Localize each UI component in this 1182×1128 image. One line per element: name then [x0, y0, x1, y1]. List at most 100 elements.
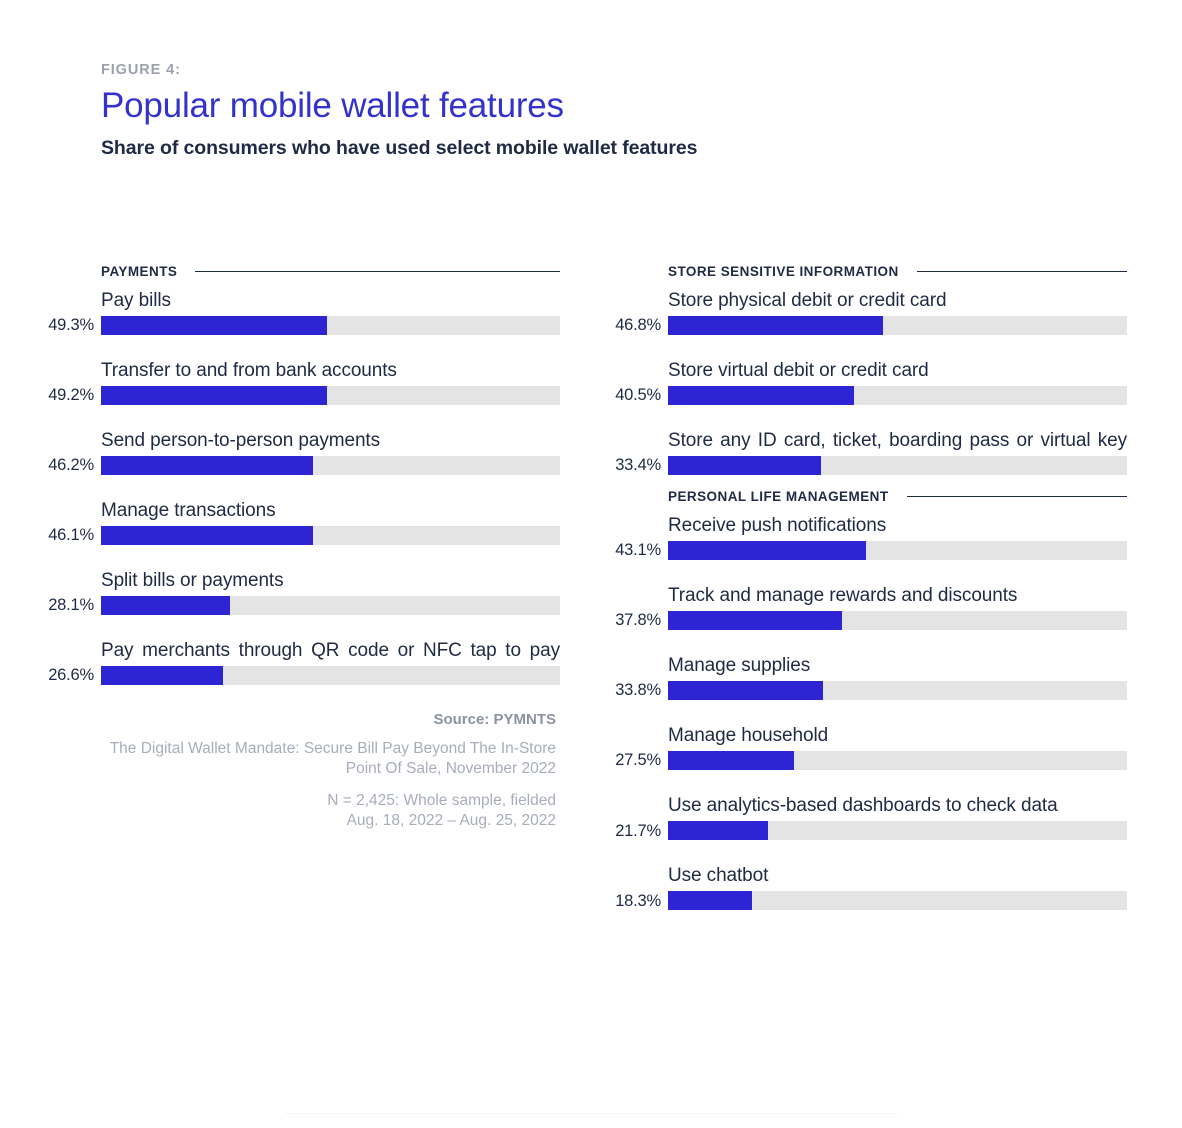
- bar-label: Store any ID card, ticket, boarding pass…: [668, 430, 1127, 452]
- bar-track: [101, 316, 560, 336]
- bar-line: 18.3%: [603, 891, 1127, 911]
- bar-fill: [668, 751, 795, 771]
- section-header-label: PAYMENTS: [101, 263, 178, 279]
- bar-line: 46.8%: [603, 316, 1127, 336]
- bar-row: Manage transactions 46.1%: [36, 500, 560, 546]
- bar-fill: [668, 541, 866, 561]
- bar-label: Transfer to and from bank accounts: [101, 360, 397, 382]
- bar-line: 46.2%: [36, 456, 560, 476]
- bar-row: Transfer to and from bank accounts 49.2%: [36, 360, 560, 406]
- bar-value-label: 49.3%: [48, 316, 94, 335]
- bar-label: Track and manage rewards and discounts: [668, 585, 1018, 607]
- bar-track: [668, 456, 1127, 476]
- bar-fill: [668, 456, 822, 476]
- bar-fill: [101, 666, 224, 686]
- bar-track: [668, 821, 1127, 841]
- bar-fill: [668, 316, 883, 336]
- bar-track: [101, 596, 560, 616]
- bar-label: Store virtual debit or credit card: [668, 360, 929, 382]
- footer-divider: [285, 1113, 897, 1114]
- section-header-rule: [906, 495, 1127, 497]
- bar-row: Use analytics-based dashboards to check …: [603, 795, 1127, 841]
- bar-fill: [668, 386, 854, 406]
- bar-value-label: 46.1%: [48, 526, 94, 545]
- bar-label: Use chatbot: [668, 865, 769, 887]
- bar-row: Track and manage rewards and discounts 37…: [603, 585, 1127, 631]
- bar-label: Pay merchants through QR code or NFC tap…: [101, 640, 560, 662]
- bar-line: 26.6%: [36, 666, 560, 686]
- source-sample-line-2: Aug. 18, 2022 – Aug. 25, 2022: [346, 812, 556, 830]
- figure-kicker: FIGURE 4:: [101, 62, 181, 78]
- bar-label: Store physical debit or credit card: [668, 290, 947, 311]
- bar-row: Split bills or payments 28.1%: [36, 570, 560, 616]
- bar-row: Manage supplies 33.8%: [603, 655, 1127, 701]
- bar-label: Receive push notifications: [668, 515, 887, 537]
- section-header-payments: PAYMENTS: [101, 262, 560, 280]
- bar-track: [668, 541, 1127, 561]
- chart-column-right: STORE SENSITIVE INFORMATION Store physica…: [603, 262, 1127, 935]
- bar-line: 46.1%: [36, 526, 560, 546]
- bar-value-label: 46.8%: [615, 316, 661, 335]
- bar-label: Send person-to-person payments: [101, 430, 380, 452]
- bar-row: Store physical debit or credit card 46.8%: [603, 290, 1127, 336]
- page-title: Popular mobile wallet features: [101, 86, 564, 126]
- bar-row: Store any ID card, ticket, boarding pass…: [603, 430, 1127, 476]
- source-sample-line-1: N = 2,425: Whole sample, fielded: [327, 792, 556, 810]
- bar-fill: [101, 386, 327, 406]
- bar-track: [668, 681, 1127, 701]
- bar-label: Manage supplies: [668, 655, 811, 677]
- bar-track: [101, 456, 560, 476]
- bar-row: Use chatbot 18.3%: [603, 865, 1127, 911]
- bar-track: [101, 526, 560, 546]
- bar-row: Manage household 27.5%: [603, 725, 1127, 771]
- bar-line: 37.8%: [603, 611, 1127, 631]
- bar-value-label: 49.2%: [48, 386, 94, 405]
- bar-track: [101, 386, 560, 406]
- source-report-line-1: The Digital Wallet Mandate: Secure Bill …: [109, 739, 556, 757]
- bar-fill: [668, 681, 824, 701]
- bar-value-label: 28.1%: [48, 596, 94, 615]
- bar-line: 43.1%: [603, 541, 1127, 561]
- bar-track: [668, 611, 1127, 631]
- bar-label: Use analytics-based dashboards to check …: [668, 795, 1058, 817]
- bar-label: Manage transactions: [101, 500, 276, 522]
- bar-value-label: 26.6%: [48, 666, 94, 685]
- bar-value-label: 33.4%: [615, 456, 661, 475]
- section-header-label: PERSONAL LIFE MANAGEMENT: [668, 488, 889, 504]
- bar-line: 49.3%: [36, 316, 560, 336]
- bar-value-label: 37.8%: [615, 611, 661, 630]
- bar-fill: [668, 821, 768, 841]
- bar-track: [101, 666, 560, 686]
- section-header-personal-life-management: PERSONAL LIFE MANAGEMENT: [668, 487, 1127, 505]
- bar-line: 33.8%: [603, 681, 1127, 701]
- bar-value-label: 46.2%: [48, 456, 94, 475]
- bar-line: 49.2%: [36, 386, 560, 406]
- bar-line: 40.5%: [603, 386, 1127, 406]
- figure-subtitle: Share of consumers who have used select …: [101, 136, 698, 159]
- bar-label: Manage household: [668, 725, 829, 747]
- bar-row: Pay bills 49.3%: [36, 290, 560, 336]
- bar-label: Split bills or payments: [101, 570, 284, 592]
- bar-track: [668, 316, 1127, 336]
- bar-row: Pay merchants through QR code or NFC tap…: [36, 640, 560, 686]
- section-header-rule: [916, 270, 1127, 272]
- bar-line: 27.5%: [603, 751, 1127, 771]
- section-header-store-sensitive-information: STORE SENSITIVE INFORMATION: [668, 262, 1127, 280]
- figure-header: FIGURE 4: Popular mobile wallet features…: [101, 62, 1121, 160]
- bar-fill: [668, 891, 752, 911]
- bar-line: 28.1%: [36, 596, 560, 616]
- bar-row: Send person-to-person payments 46.2%: [36, 430, 560, 476]
- bar-line: 21.7%: [603, 821, 1127, 841]
- bar-value-label: 21.7%: [615, 821, 661, 840]
- bar-value-label: 33.8%: [615, 681, 661, 700]
- bar-track: [668, 751, 1127, 771]
- bar-fill: [101, 596, 230, 616]
- chart-column-left: PAYMENTS Pay bills 49.3% Transfer to and fr…: [36, 262, 560, 831]
- bar-line: 33.4%: [603, 456, 1127, 476]
- bar-track: [668, 891, 1127, 911]
- bar-value-label: 27.5%: [615, 751, 661, 770]
- bar-fill: [101, 456, 314, 476]
- bar-fill: [668, 611, 842, 631]
- bar-label: Pay bills: [101, 290, 171, 311]
- bar-value-label: 40.5%: [615, 386, 661, 405]
